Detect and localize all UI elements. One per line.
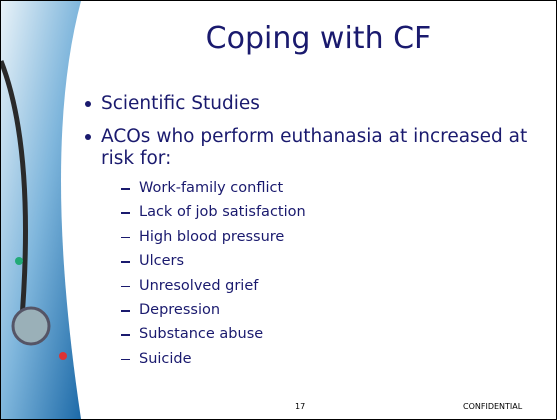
bullet-dot xyxy=(85,101,91,107)
dash xyxy=(121,261,130,263)
decoration xyxy=(1,1,83,419)
page-number: 17 xyxy=(295,402,305,411)
sub-bullet-text: Ulcers xyxy=(139,253,184,269)
footer-label: CONFIDENTIAL xyxy=(463,402,522,411)
dash xyxy=(121,237,130,239)
dash xyxy=(121,310,130,312)
bullet: Scientific Studies xyxy=(101,93,553,115)
bullet-text: Scientific Studies xyxy=(101,93,260,114)
sub-bullet: High blood pressure xyxy=(139,228,284,246)
sub-bullet: Depression xyxy=(139,301,220,319)
sub-bullet: Lack of job satisfaction xyxy=(139,203,306,221)
sub-bullet-text: Suicide xyxy=(139,351,192,367)
dash xyxy=(121,212,130,214)
sub-bullet: Unresolved grief xyxy=(139,277,258,295)
dot xyxy=(15,257,23,265)
dash xyxy=(121,359,130,361)
dash xyxy=(121,188,130,190)
sub-bullet-text: Depression xyxy=(139,302,220,318)
sub-bullet-text: High blood pressure xyxy=(139,229,284,245)
dash xyxy=(121,286,130,288)
sub-bullet-text: Unresolved grief xyxy=(139,278,258,294)
slide-title: Coping with CF xyxy=(81,21,556,56)
sub-bullet: Work-family conflict xyxy=(139,179,283,197)
bullet-text: ACOs who perform euthanasia at increased… xyxy=(101,126,527,169)
stethoscope-head xyxy=(13,308,49,344)
sub-bullet-text: Lack of job satisfaction xyxy=(139,204,306,220)
sub-bullet: Ulcers xyxy=(139,252,184,270)
sub-bullet-text: Substance abuse xyxy=(139,326,263,342)
sub-bullet: Substance abuse xyxy=(139,325,263,343)
slide: Coping with CF Scientific Studies ACOs w… xyxy=(0,0,557,420)
page: Coping with CF Scientific Studies ACOs w… xyxy=(0,0,557,420)
sub-bullet-text: Work-family conflict xyxy=(139,180,283,196)
bullet: ACOs who perform euthanasia at increased… xyxy=(101,126,553,170)
sub-bullet: Suicide xyxy=(139,350,192,368)
dot xyxy=(59,352,67,360)
bullet-dot xyxy=(85,134,91,140)
dash xyxy=(121,334,130,336)
